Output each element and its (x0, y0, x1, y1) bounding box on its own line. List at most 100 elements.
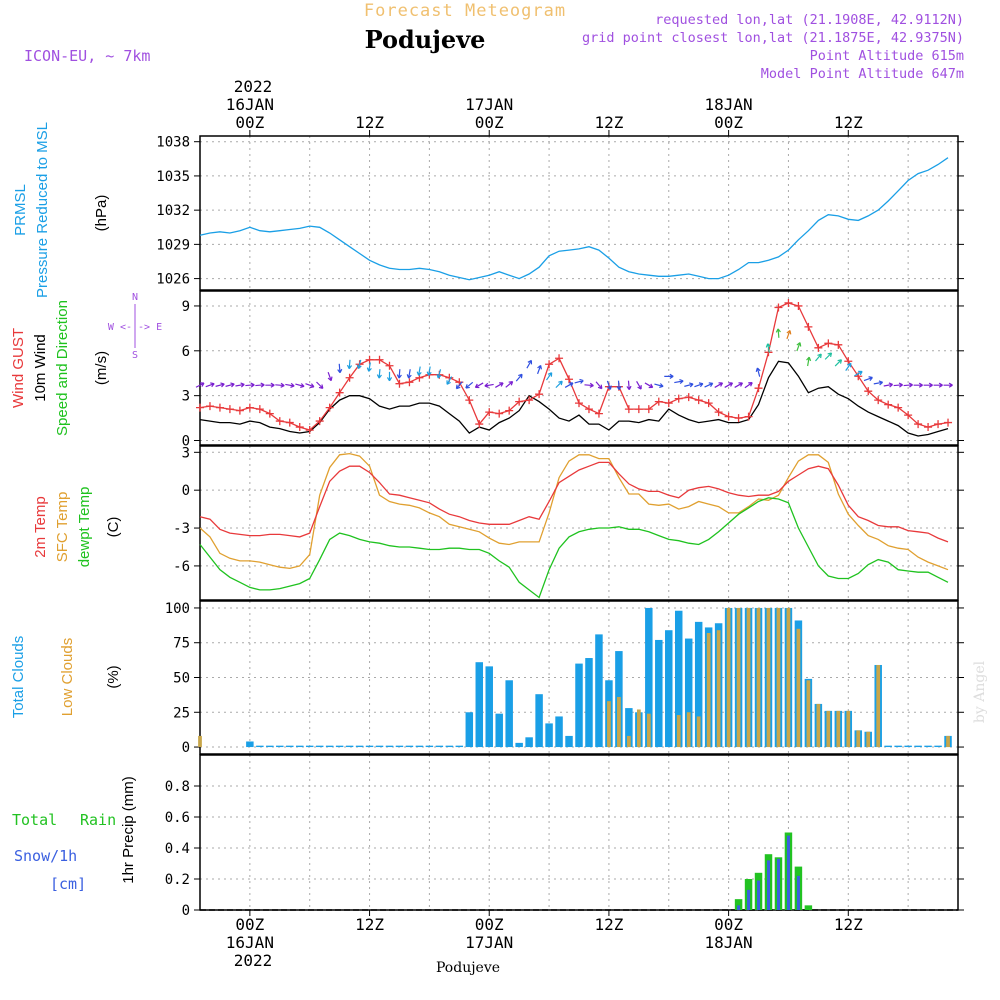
low-cloud-bar (866, 731, 871, 748)
top-day-label: 18JAN (705, 95, 753, 114)
bottom-hour-label: 00Z (475, 915, 504, 934)
y-tick-label: 0 (182, 740, 190, 756)
y-tick-label: 3 (182, 389, 190, 405)
gust-marker (495, 409, 504, 418)
gust-marker (804, 322, 813, 331)
total-cloud-bar (535, 694, 543, 748)
wind-10m-label: 10m Wind (32, 334, 49, 402)
gust-marker (475, 420, 484, 429)
total-cloud-bar (894, 745, 902, 748)
pressure-panel: 1026 1029 1032 1035 1038 (156, 135, 964, 291)
low-cloud-bar (636, 709, 641, 748)
y-tick-label: 1038 (156, 135, 190, 151)
low-cloud-bar (716, 630, 721, 748)
gust-marker (465, 396, 474, 405)
gust-marker (245, 403, 254, 412)
y-tick-label: 1029 (156, 237, 190, 253)
wind-arrow (537, 364, 542, 375)
gust-marker (924, 423, 933, 432)
wind-arrow (873, 380, 884, 386)
gust-marker (724, 412, 733, 421)
wind-arrow (285, 382, 295, 388)
y-tick-label: 6 (182, 344, 190, 360)
wind-arrow (893, 382, 903, 388)
top-time-axis: 2022 00Z 12Z 00Z 12Z 00Z 12Z 16JAN 17JAN 18JAN (226, 77, 863, 136)
low-cloud-bar (696, 716, 701, 748)
total-cloud-bar (924, 745, 932, 748)
bottom-day-label: 17JAN (465, 933, 513, 952)
wind-arrow (436, 369, 442, 379)
gust-marker (305, 426, 314, 435)
pressure-msl-label: Pressure Reduced to MSL (34, 122, 51, 298)
wind-arrow (305, 383, 315, 389)
gust-marker (584, 405, 593, 414)
gust-marker (784, 298, 793, 307)
total-cloud-bar (395, 745, 404, 748)
panel-frame (199, 754, 959, 911)
bottom-hour-label: 00Z (235, 915, 264, 934)
gust-marker (205, 402, 214, 411)
y-tick-label: 1032 (156, 203, 190, 219)
total-cloud-bar (335, 745, 344, 748)
gust-marker (644, 405, 653, 414)
snow-bar (767, 860, 770, 910)
low-cloud-bar (736, 607, 741, 748)
wind-unit-label: (m/s) (93, 351, 110, 385)
wind-arrow (824, 352, 833, 360)
total-cloud-bar (645, 607, 653, 748)
y-tick-label: 0 (182, 903, 190, 919)
wind-arrow (574, 378, 584, 384)
total-cloud-bar (465, 712, 474, 748)
gust-marker (535, 390, 544, 399)
wind-arrow (744, 382, 753, 389)
t2m-line (199, 461, 949, 543)
low-cloud-bar (676, 715, 681, 748)
gust-marker (774, 303, 783, 312)
wind-arrow (834, 359, 843, 367)
total-cloud-bar (325, 745, 334, 748)
wind-arrow (636, 380, 642, 390)
gust-marker (704, 399, 713, 408)
low-cloud-bar (846, 710, 851, 748)
wind-gust-line (199, 302, 949, 431)
y-tick-label: 75 (173, 636, 190, 652)
wind-arrow (416, 366, 422, 376)
gust-marker (255, 405, 264, 414)
y-tick-label: -3 (173, 521, 190, 537)
wind-arrow (225, 382, 235, 388)
temp-unit-label: (C) (105, 517, 122, 538)
y-tick-label: 3 (182, 445, 190, 461)
gust-marker (395, 379, 404, 388)
bottom-time-axis: 2022 Podujeve 00Z 12Z 00Z 12Z 00Z 12Z 16JAN 17J… (226, 910, 863, 976)
y-tick-label: 25 (173, 705, 190, 721)
low-cloud-bar (756, 607, 761, 748)
gust-marker (934, 420, 943, 429)
gust-marker (914, 420, 923, 429)
y-tick-label: 9 (182, 299, 190, 315)
wind-arrow (694, 382, 704, 388)
y-tick-label: 0 (182, 434, 190, 450)
total-cloud-bar (914, 745, 922, 748)
low-cloud-bar (856, 730, 861, 748)
top-hour-label: 00Z (475, 113, 504, 132)
snow-bar (737, 905, 741, 910)
dewpt-line (199, 497, 949, 599)
gust-marker (515, 397, 524, 406)
wind-arrow (595, 381, 603, 390)
low-cloud-bar (746, 607, 751, 748)
wind-arrow (913, 382, 923, 388)
prmsl-label: PRMSL (12, 184, 29, 236)
precip-labels: Total Rain Snow/1h [cm] 1hr Precip (mm) (12, 776, 137, 893)
total-cloud-bar (665, 630, 673, 748)
gust-marker (754, 384, 763, 393)
total-cloud-bar (555, 716, 563, 748)
total-cloud-bar (305, 745, 314, 748)
gust-marker (335, 388, 344, 397)
clouds-labels: Total Clouds Low Clouds (%) (10, 636, 122, 719)
wind-arrow (446, 376, 453, 385)
wind-arrow (923, 382, 933, 388)
top-hour-label: 00Z (235, 113, 264, 132)
wind-labels: Wind GUST 10m Wind Speed and Direction (… (10, 292, 162, 436)
footer-station-label: Podujeve (436, 960, 500, 976)
wind-arrow (815, 353, 822, 362)
